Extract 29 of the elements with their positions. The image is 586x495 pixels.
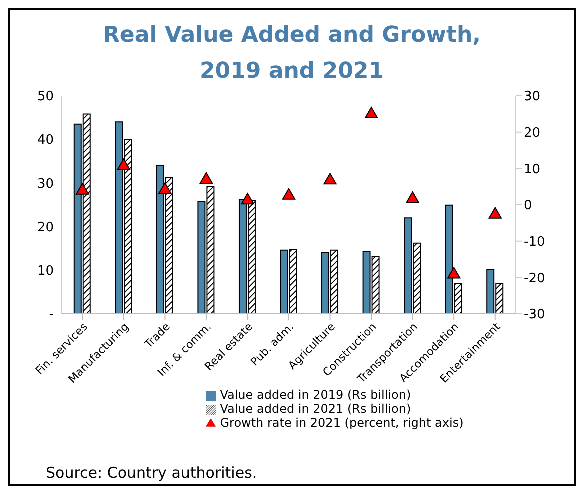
- legend-label: Value added in 2019 (Rs billion): [220, 388, 412, 402]
- y2-tick-label: 10: [524, 162, 541, 178]
- point: [241, 193, 254, 205]
- point: [200, 172, 214, 184]
- point: [117, 158, 130, 170]
- y-tick-label: 30: [37, 176, 54, 192]
- point: [448, 267, 461, 279]
- legend-label: Value added in 2021 (Rs billion): [220, 402, 412, 416]
- point: [364, 107, 378, 119]
- point: [488, 207, 502, 219]
- point: [406, 192, 420, 204]
- point: [324, 173, 337, 185]
- y2-tick-label: -20: [524, 271, 546, 286]
- y2-tick-label: -30: [524, 308, 546, 323]
- y2-tick-label: -10: [524, 234, 546, 250]
- y2-tick-label: 0: [524, 198, 532, 214]
- y-tick-label: 50: [37, 90, 54, 105]
- point: [76, 183, 90, 195]
- point: [158, 182, 172, 194]
- point: [282, 188, 296, 200]
- legend-label: Growth rate in 2021 (percent, right axis): [220, 416, 464, 430]
- source-note: Source: Country authorities.: [46, 464, 258, 482]
- y-tick-label: 40: [37, 133, 54, 148]
- y-tick-label: 20: [37, 220, 54, 236]
- y-tick-label: -: [49, 308, 54, 323]
- y2-tick-label: 30: [524, 90, 541, 105]
- y2-tick-label: 20: [524, 126, 541, 141]
- chart-title: Real Value Added and Growth, 2019 and 2021: [102, 22, 482, 86]
- y-tick-label: 10: [37, 264, 54, 280]
